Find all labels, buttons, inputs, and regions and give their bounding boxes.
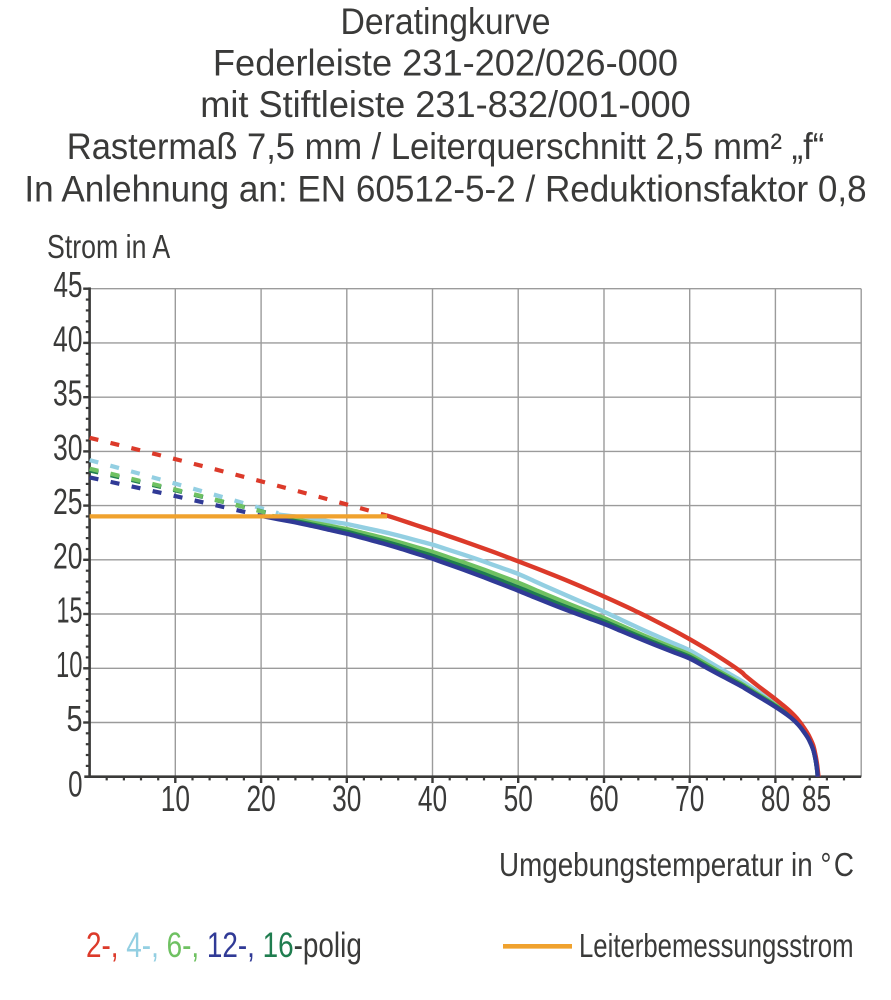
svg-text:Deratingkurve: Deratingkurve [341,1,551,43]
svg-text:30: 30 [332,778,361,819]
svg-text:40: 40 [418,778,447,819]
svg-text:30: 30 [53,427,83,468]
svg-text:20: 20 [53,535,83,576]
svg-text:2-, 4-, 6-, 12-, 16-polig: 2-, 4-, 6-, 12-, 16-polig [86,925,362,965]
svg-text:10: 10 [161,778,190,819]
svg-text:25: 25 [53,481,83,522]
svg-text:50: 50 [504,778,533,819]
svg-text:20: 20 [246,778,275,819]
svg-text:In Anlehnung an: EN 60512-5-2: In Anlehnung an: EN 60512-5-2 / Reduktio… [24,168,866,210]
svg-text:15: 15 [56,592,82,631]
svg-text:45: 45 [53,265,82,305]
svg-text:60: 60 [589,778,618,819]
svg-text:mit Stiftleiste 231-832/001-00: mit Stiftleiste 231-832/001-000 [200,84,691,125]
svg-text:10: 10 [56,645,82,685]
svg-text:Strom in A: Strom in A [47,229,170,265]
svg-text:Leiterbemessungsstrom: Leiterbemessungsstrom [579,928,854,965]
svg-text:Federleiste 231-202/026-000: Federleiste 231-202/026-000 [213,42,678,83]
svg-text:80: 80 [761,778,790,819]
svg-text:0: 0 [68,764,82,804]
svg-text:5: 5 [66,698,82,739]
svg-text:85: 85 [802,778,831,819]
svg-text:Umgebungstemperatur in ° C: Umgebungstemperatur in ° C [499,847,854,884]
svg-text:70: 70 [675,778,704,819]
svg-text:Rastermaß 7,5 mm / Leiterquers: Rastermaß 7,5 mm / Leiterquerschnitt 2,5… [67,126,824,167]
svg-text:40: 40 [53,318,83,359]
svg-text:35: 35 [53,373,83,414]
